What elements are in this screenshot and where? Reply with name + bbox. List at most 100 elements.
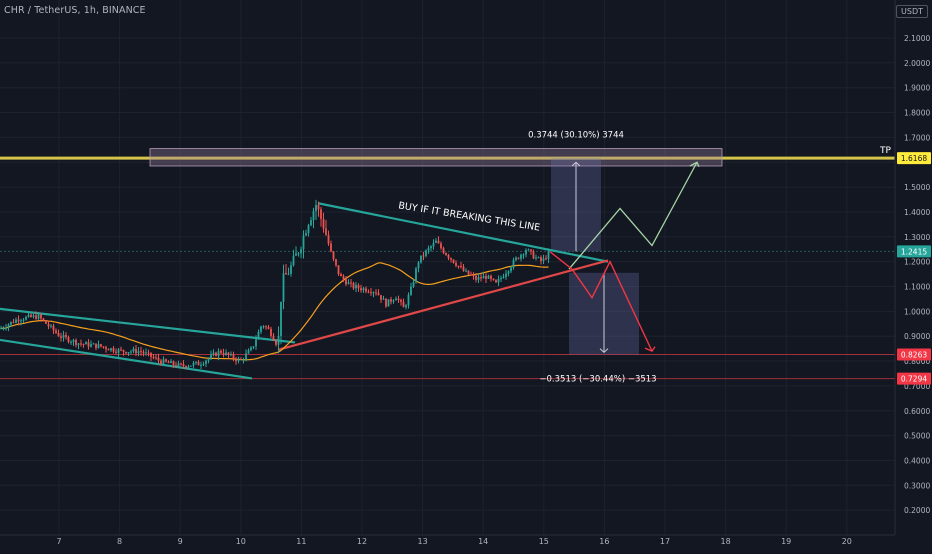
candle-body xyxy=(240,358,242,360)
candle-body xyxy=(115,351,117,353)
candle-body xyxy=(325,228,327,235)
candle-body xyxy=(132,348,135,352)
candle-body xyxy=(40,314,42,319)
candle-body xyxy=(10,321,12,325)
chart-title: CHR / TetherUS, 1h, BINANCE xyxy=(4,5,146,16)
candle-body xyxy=(490,275,492,279)
measure-zones xyxy=(149,148,723,355)
candle-body xyxy=(435,240,437,243)
candle-body xyxy=(107,349,110,351)
candle-body xyxy=(137,351,140,354)
candle-body xyxy=(0,328,2,330)
candle-body xyxy=(147,352,150,354)
currency-badge[interactable]: USDT xyxy=(896,5,928,18)
candle-body xyxy=(327,234,330,244)
candle-body xyxy=(15,319,17,323)
candle-body xyxy=(122,349,125,352)
moving-average xyxy=(0,262,549,361)
candle-body xyxy=(157,357,160,361)
price-tick-label: 1.8000 xyxy=(904,109,930,118)
candle-body xyxy=(462,266,465,272)
candle-body xyxy=(495,279,497,283)
time-tick-label: 12 xyxy=(357,537,367,546)
price-tick-label: 0.3000 xyxy=(904,481,930,490)
candle-body xyxy=(410,286,412,295)
candle-body xyxy=(395,298,397,301)
candle-body xyxy=(57,332,60,337)
candle-body xyxy=(227,352,230,355)
candle-body xyxy=(22,319,25,321)
ma-line xyxy=(0,262,549,361)
time-tick-label: 16 xyxy=(599,537,609,546)
candle-body xyxy=(365,288,367,292)
upper-measure-label: 0.3744 (30.10%) 3744 xyxy=(528,130,624,140)
candle-body xyxy=(167,361,170,364)
candle-body xyxy=(140,351,142,353)
candle-body xyxy=(287,273,290,275)
candle-body xyxy=(187,366,190,368)
candle-body xyxy=(487,275,490,279)
time-tick-label: 11 xyxy=(296,537,306,546)
candle-body xyxy=(480,277,482,279)
candle-body xyxy=(440,243,442,249)
triangle-resistance-line xyxy=(317,202,609,263)
candle-body xyxy=(20,320,22,322)
candle-body xyxy=(320,209,322,219)
candle-body xyxy=(370,292,372,294)
price-badge[interactable] xyxy=(897,152,931,165)
candle-body xyxy=(220,350,222,353)
candle-body xyxy=(310,220,312,226)
candle-body xyxy=(222,352,225,355)
candle-body xyxy=(450,258,452,260)
candle-body xyxy=(55,330,57,333)
candle-body xyxy=(497,279,500,283)
price-tick-label: 0.4000 xyxy=(904,456,930,465)
candle-body xyxy=(165,359,167,362)
candle-body xyxy=(452,259,455,263)
candle-body xyxy=(415,268,417,283)
candle-body xyxy=(417,262,420,269)
candle-body xyxy=(87,342,90,347)
candle-body xyxy=(185,366,187,368)
candle-body xyxy=(485,276,487,279)
candle-body xyxy=(257,331,260,340)
candle-body xyxy=(350,282,352,284)
candle-body xyxy=(262,326,265,328)
candle-body xyxy=(317,204,320,210)
bearish-projection-arrowhead xyxy=(644,346,656,352)
tp-zone xyxy=(149,148,723,167)
candle-body xyxy=(217,350,220,356)
time-tick-label: 18 xyxy=(721,537,731,546)
price-badge[interactable] xyxy=(897,348,931,361)
candle-body xyxy=(447,255,450,259)
price-tick-label: 1.0000 xyxy=(904,307,930,316)
candle-body xyxy=(117,349,120,353)
candle-body xyxy=(362,288,365,291)
candle-body xyxy=(250,347,252,351)
candle-body xyxy=(302,235,305,250)
candle-body xyxy=(500,277,502,280)
candle-body xyxy=(267,327,270,329)
candle-body xyxy=(212,352,215,355)
candle-body xyxy=(545,258,547,260)
candle-body xyxy=(352,283,355,289)
candle-body xyxy=(425,250,427,256)
price-badge[interactable] xyxy=(897,245,931,258)
candle-body xyxy=(190,365,192,367)
candle-body xyxy=(135,348,137,354)
candle-body xyxy=(60,336,62,338)
price-tick-label: 2.1000 xyxy=(904,34,930,43)
candle-body xyxy=(470,274,472,276)
price-badge-label: 0.7294 xyxy=(901,375,927,384)
price-tick-label: 0.7000 xyxy=(904,382,930,391)
time-tick-label: 20 xyxy=(842,537,852,546)
price-axis[interactable]: 0.2000 0.3000 0.4000 0.5000 0.6000 0.7000 0.80… xyxy=(894,0,932,550)
bullish-projection-path xyxy=(568,161,698,270)
price-badge[interactable] xyxy=(897,372,931,385)
candle-body xyxy=(255,339,257,347)
candle-body xyxy=(125,351,127,354)
time-axis[interactable]: 7 8 9 10 11 12 13 14 15 16 17 18 19 20 xyxy=(0,534,932,550)
